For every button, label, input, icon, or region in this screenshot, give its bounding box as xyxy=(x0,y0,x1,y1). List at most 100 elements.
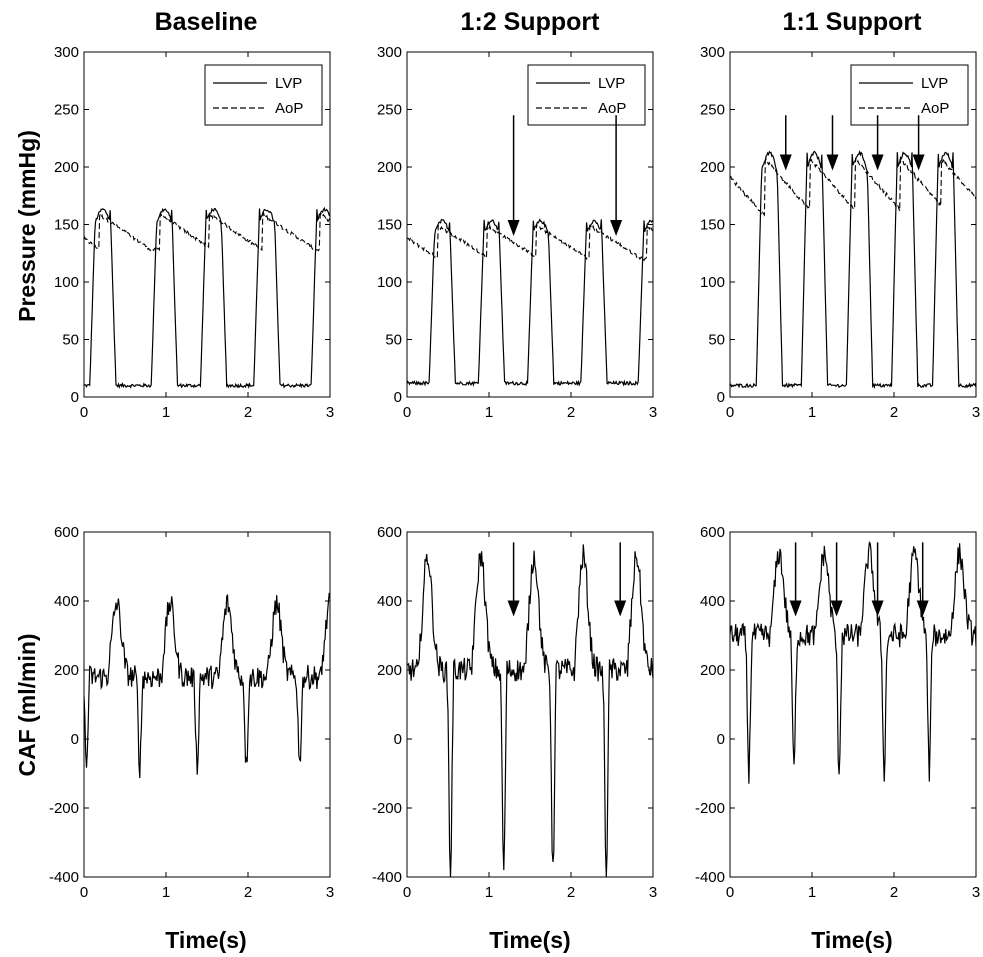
y-tick-label: 600 xyxy=(377,524,402,541)
x-tick-label: 1 xyxy=(808,404,816,421)
x-tick-label: 0 xyxy=(403,404,411,421)
series-lvp xyxy=(84,206,330,390)
x-tick-label: 2 xyxy=(244,404,252,421)
x-tick-label: 2 xyxy=(567,884,575,901)
panel-caf-0-5: 0 1 2 3 -400 -200 0 200 400 600 xyxy=(695,524,980,901)
y-tick-label: 100 xyxy=(377,274,402,291)
row-label-pressure: Pressure (mmHg) xyxy=(14,130,40,322)
y-tick-label: 300 xyxy=(377,44,402,61)
y-tick-label: 100 xyxy=(700,274,725,291)
legend-label-aop: AoP xyxy=(921,100,949,117)
y-tick-label: 400 xyxy=(377,593,402,610)
legend: LVP AoP xyxy=(850,64,969,126)
y-tick-label: 200 xyxy=(54,159,79,176)
y-tick-label: 400 xyxy=(700,593,725,610)
annotation-arrowhead xyxy=(871,600,884,617)
plot-area xyxy=(83,531,331,878)
y-tick-label: -400 xyxy=(695,869,725,886)
annotation-arrowhead xyxy=(871,154,884,171)
y-tick-label: 200 xyxy=(377,662,402,679)
y-tick-label: 50 xyxy=(708,332,725,349)
annotation-arrowhead xyxy=(789,600,802,617)
y-tick-label: 150 xyxy=(700,217,725,234)
series-aop xyxy=(84,211,330,253)
y-tick-label: 300 xyxy=(700,44,725,61)
annotation-arrowhead xyxy=(507,220,520,236)
series-caf xyxy=(84,592,330,779)
y-tick-label: 200 xyxy=(54,662,79,679)
x-tick-label: 2 xyxy=(890,404,898,421)
x-tick-label: 0 xyxy=(726,884,734,901)
y-tick-label: 0 xyxy=(394,731,402,748)
y-tick-label: 300 xyxy=(54,44,79,61)
y-tick-label: -400 xyxy=(49,869,79,886)
x-tick-label: 3 xyxy=(649,884,657,901)
y-tick-label: 100 xyxy=(54,274,79,291)
plot-area xyxy=(406,531,654,878)
y-tick-label: 200 xyxy=(700,662,725,679)
x-tick-label: 0 xyxy=(403,884,411,901)
x-tick-label: 0 xyxy=(80,884,88,901)
x-tick-label: 2 xyxy=(567,404,575,421)
x-tick-label: 3 xyxy=(972,404,980,421)
x-tick-label: 1 xyxy=(485,404,493,421)
legend-label-aop: AoP xyxy=(598,100,626,117)
y-tick-label: 150 xyxy=(54,217,79,234)
y-tick-label: 0 xyxy=(71,731,79,748)
y-tick-label: 400 xyxy=(54,593,79,610)
y-tick-label: -400 xyxy=(372,869,402,886)
series-aop xyxy=(730,156,976,217)
x-tick-label: 3 xyxy=(326,404,334,421)
series-caf xyxy=(730,541,976,784)
x-axis-label-1-1-support: Time(s) xyxy=(811,927,892,953)
legend-box xyxy=(204,64,323,126)
y-tick-label: 250 xyxy=(377,102,402,119)
panel-pressure-0-1: 0 1 2 3 0 50 100 150 200 250 300 LVP AoP xyxy=(377,44,657,421)
annotation-arrowhead xyxy=(779,154,792,171)
column-title-1-2-support: 1:2 Support xyxy=(461,8,601,36)
legend-label-lvp: LVP xyxy=(598,75,625,92)
x-tick-label: 1 xyxy=(808,884,816,901)
y-tick-label: 0 xyxy=(394,389,402,406)
legend: LVP AoP xyxy=(204,64,323,126)
legend-label-lvp: LVP xyxy=(275,75,302,92)
y-tick-label: 200 xyxy=(377,159,402,176)
annotation-arrowhead xyxy=(507,600,520,617)
x-tick-label: 3 xyxy=(972,884,980,901)
column-title-baseline: Baseline xyxy=(155,8,258,36)
y-tick-label: -200 xyxy=(372,800,402,817)
series-caf xyxy=(407,544,653,877)
panel-caf-0-3: 0 1 2 3 -400 -200 0 200 400 600 xyxy=(49,524,334,901)
y-tick-label: 250 xyxy=(54,102,79,119)
y-tick-label: 600 xyxy=(54,524,79,541)
legend-label-aop: AoP xyxy=(275,100,303,117)
series-lvp xyxy=(730,149,976,390)
x-axis-label-baseline: Time(s) xyxy=(165,927,246,953)
x-tick-label: 3 xyxy=(649,404,657,421)
legend-box xyxy=(527,64,646,126)
y-tick-label: 50 xyxy=(385,332,402,349)
y-tick-label: 600 xyxy=(700,524,725,541)
legend-label-lvp: LVP xyxy=(921,75,948,92)
x-tick-label: 1 xyxy=(162,404,170,421)
plot-area xyxy=(729,531,977,878)
y-tick-label: -200 xyxy=(695,800,725,817)
x-tick-label: 0 xyxy=(726,404,734,421)
x-axis-label-1-2-support: Time(s) xyxy=(489,927,570,953)
y-tick-label: 0 xyxy=(71,389,79,406)
x-tick-label: 0 xyxy=(80,404,88,421)
annotation-arrowhead xyxy=(826,154,839,171)
y-tick-label: 150 xyxy=(377,217,402,234)
x-tick-label: 1 xyxy=(162,884,170,901)
y-tick-label: -200 xyxy=(49,800,79,817)
legend: LVP AoP xyxy=(527,64,646,126)
x-tick-label: 2 xyxy=(244,884,252,901)
panel-caf-0-4: 0 1 2 3 -400 -200 0 200 400 600 xyxy=(372,524,657,901)
y-tick-label: 50 xyxy=(62,332,79,349)
y-tick-label: 250 xyxy=(700,102,725,119)
y-tick-label: 0 xyxy=(717,731,725,748)
annotation-arrowhead xyxy=(610,220,623,236)
y-tick-label: 0 xyxy=(717,389,725,406)
x-tick-label: 2 xyxy=(890,884,898,901)
